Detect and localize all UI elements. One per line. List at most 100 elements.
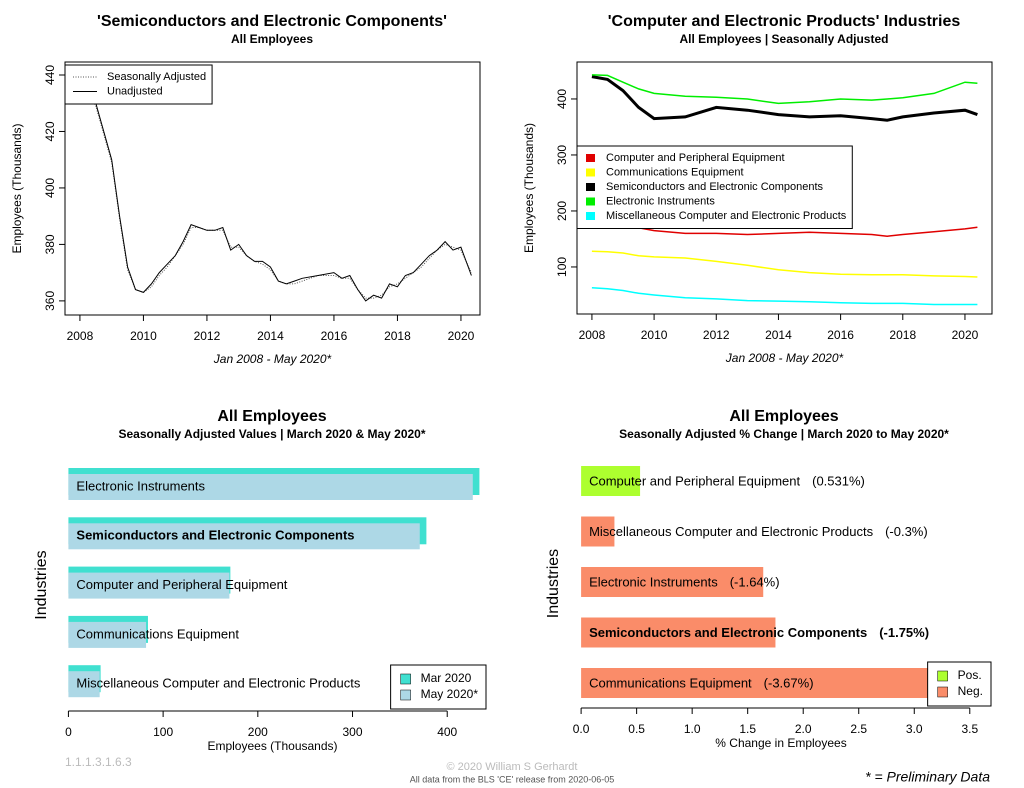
legend: Seasonally Adjusted Unadjusted	[64, 64, 213, 105]
y-tick-label: 400	[43, 178, 57, 198]
x-tick-label: 1.0	[684, 722, 701, 736]
category-label: Semiconductors and Electronic Components	[589, 625, 867, 640]
legend-label: May 2020*	[421, 687, 479, 701]
legend-swatch	[586, 212, 595, 220]
x-tick-label: 0.0	[573, 722, 590, 736]
category-label: Computer and Peripheral Equipment	[76, 577, 287, 592]
copyright: © 2020 William S Gerhardt	[447, 761, 578, 773]
legend-label: Unadjusted	[107, 85, 163, 97]
legend-swatch	[400, 689, 411, 701]
y-axis-title: Employees (Thousands)	[522, 123, 536, 253]
x-tick-label: 0.5	[628, 722, 645, 736]
chart-subtitle: Seasonally Adjusted Values | March 2020 …	[118, 427, 425, 441]
version: 1.1.1.3.1.6.3	[65, 755, 132, 769]
legend-swatch	[937, 686, 948, 698]
legend-box	[927, 661, 992, 707]
category-label: Communications Equipment	[76, 626, 239, 641]
legend-label: Pos.	[958, 668, 982, 682]
plot-frame	[64, 61, 481, 316]
bar	[68, 523, 420, 550]
value-label: (0.531%)	[812, 473, 865, 488]
legend-box	[576, 145, 853, 229]
legend: Pos. Neg.	[927, 661, 992, 707]
y-tick-label: 360	[43, 291, 57, 311]
x-axis-title: Jan 2008 - May 2020*	[213, 352, 332, 366]
category-label: Semiconductors and Electronic Components	[76, 528, 354, 543]
bar	[581, 668, 989, 698]
y-axis-title: Industries	[545, 549, 562, 618]
note: * = Preliminary Data	[865, 769, 990, 785]
bar	[581, 567, 764, 597]
x-tick-label: 3.5	[961, 722, 978, 736]
x-tick-label: 2008	[67, 329, 94, 343]
y-tick-label: 440	[43, 65, 57, 85]
y-tick-label: 380	[43, 234, 57, 254]
y-tick-label: 400	[555, 89, 569, 109]
bar	[68, 671, 100, 698]
series-line	[591, 250, 978, 278]
category-label: Electronic Instruments	[76, 478, 205, 493]
legend-box	[390, 664, 487, 710]
chart-subtitle: All Employees | Seasonally Adjusted	[680, 32, 889, 46]
legend-label: Seasonally Adjusted	[107, 71, 206, 83]
x-tick-label: 1.5	[739, 722, 756, 736]
x-tick-label: 2008	[579, 328, 606, 342]
x-tick-label: 400	[437, 725, 457, 739]
legend-swatch	[586, 183, 595, 191]
x-tick-label: 2016	[321, 329, 348, 343]
x-tick-label: 2020	[952, 328, 979, 342]
category-label: Electronic Instruments	[589, 574, 718, 589]
category-label: Miscellaneous Computer and Electronic Pr…	[76, 676, 360, 691]
x-tick-label: 2.0	[795, 722, 812, 736]
value-label: (-3.67%)	[764, 675, 814, 690]
chart-title: All Employees	[729, 408, 838, 425]
legend-swatch	[586, 154, 595, 162]
series-line	[591, 75, 978, 122]
chart-title: All Employees	[217, 408, 326, 425]
legend-box	[64, 64, 213, 105]
bar	[581, 617, 776, 648]
legend-swatch	[586, 197, 595, 206]
legend-label: Miscellaneous Computer and Electronic Pr…	[606, 210, 847, 222]
bar	[68, 474, 473, 500]
bar	[68, 621, 147, 648]
x-tick-label: 2014	[765, 328, 792, 342]
x-tick-label: 0	[65, 725, 72, 739]
x-axis-title: Jan 2008 - May 2020*	[725, 351, 844, 365]
x-tick-label: 2020	[448, 329, 475, 343]
x-tick-label: 2012	[703, 328, 730, 342]
category-label: Communications Equipment	[589, 675, 752, 690]
legend-label: Electronic Instruments	[606, 195, 715, 207]
value-label: (-0.3%)	[885, 524, 928, 539]
chart-title: 'Semiconductors and Electronic Component…	[97, 13, 447, 30]
legend-swatch	[400, 673, 411, 685]
x-tick-label: 3.0	[906, 722, 923, 736]
legend-label: Neg.	[958, 684, 983, 698]
x-tick-label: 2.5	[850, 722, 867, 736]
y-tick-label: 100	[555, 257, 569, 277]
y-tick-label: 420	[43, 121, 57, 141]
y-tick-label: 200	[555, 201, 569, 221]
category-label: Computer and Peripheral Equipment	[589, 473, 800, 488]
x-axis-title: Employees (Thousands)	[207, 739, 337, 753]
series-line	[591, 286, 978, 306]
chart-subtitle: Seasonally Adjusted % Change | March 202…	[619, 427, 949, 441]
bar	[581, 516, 615, 547]
y-axis-title: Employees (Thousands)	[10, 123, 24, 253]
y-axis-title: Industries	[33, 550, 50, 619]
legend-swatch	[937, 670, 948, 682]
x-tick-label: 2010	[641, 328, 668, 342]
source: All data from the BLS 'CE' release from …	[410, 774, 615, 784]
series-line	[79, 85, 472, 299]
x-tick-label: 100	[153, 725, 173, 739]
value-label: (-1.75%)	[879, 625, 929, 640]
series-line	[591, 74, 978, 105]
bar	[68, 572, 230, 599]
legend-label: Mar 2020	[421, 671, 472, 685]
legend: Mar 2020 May 2020*	[390, 664, 487, 710]
x-axis-title: % Change in Employees	[715, 736, 846, 750]
series-line	[79, 83, 472, 302]
legend-label: Semiconductors and Electronic Components	[606, 181, 824, 193]
legend: Computer and Peripheral Equipment Communi…	[576, 145, 853, 229]
